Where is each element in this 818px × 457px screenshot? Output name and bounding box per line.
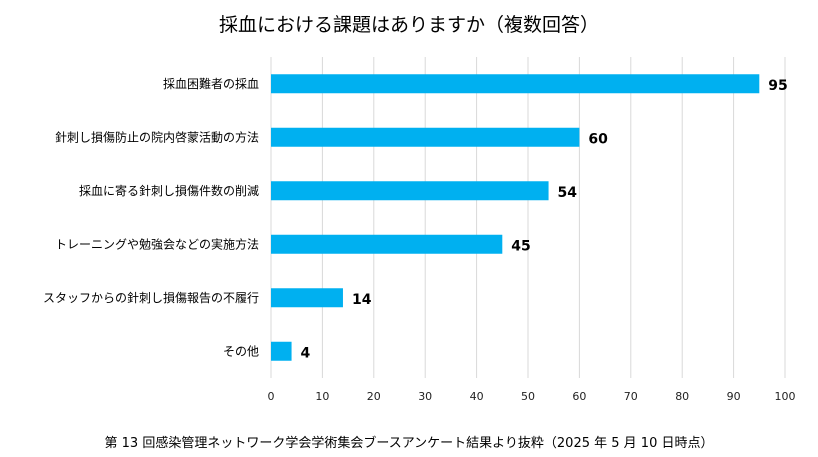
x-tick-label: 0 <box>268 390 275 403</box>
x-tick-label: 10 <box>315 390 329 403</box>
category-label: 採血に寄る針刺し損傷件数の削減 <box>79 183 259 198</box>
data-label: 14 <box>352 292 372 308</box>
data-label: 45 <box>511 238 530 254</box>
data-label: 60 <box>588 131 608 147</box>
x-tick-label: 90 <box>727 390 741 403</box>
x-tick-label: 70 <box>624 390 638 403</box>
bar <box>271 127 580 147</box>
bar <box>271 74 760 94</box>
bar <box>271 341 292 361</box>
bars <box>271 74 760 361</box>
category-label: 針刺し損傷防止の院内啓蒙活動の方法 <box>55 129 259 144</box>
x-tick-label: 30 <box>418 390 432 403</box>
bar <box>271 288 343 308</box>
bar <box>271 181 549 201</box>
chart-title: 採血における課題はありますか（複数回答） <box>218 14 599 36</box>
x-tick-label: 80 <box>675 390 689 403</box>
category-label: スタッフからの針刺し損傷報告の不履行 <box>43 290 259 305</box>
gridlines <box>270 57 786 378</box>
category-label: その他 <box>223 344 259 358</box>
x-tick-label: 100 <box>775 390 796 403</box>
x-tick-label: 40 <box>470 390 484 403</box>
labels: 0 10 20 30 40 50 60 70 80 90 100 採血困難者の採血 95 針刺し損傷防止の… <box>43 76 796 403</box>
data-label: 54 <box>558 185 578 201</box>
data-label: 95 <box>768 78 787 94</box>
x-tick-label: 20 <box>367 390 381 403</box>
category-label: トレーニングや勉強会などの実施方法 <box>55 236 259 251</box>
footer-note: 第 13 回感染管理ネットワーク学会学術集会ブースアンケート結果より抜粋（202… <box>104 436 714 451</box>
bar <box>271 234 503 254</box>
x-tick-label: 50 <box>521 390 535 403</box>
category-label: 採血困難者の採血 <box>163 76 259 91</box>
x-tick-label: 60 <box>572 390 586 403</box>
data-label: 4 <box>301 345 311 361</box>
